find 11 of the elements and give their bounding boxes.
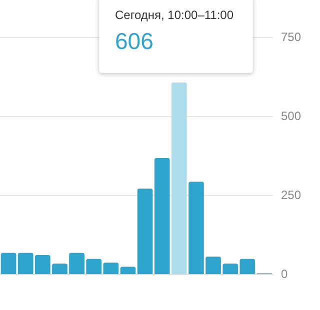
- bar: [171, 82, 187, 274]
- bar: [137, 188, 153, 274]
- annotation: 606: [115, 28, 154, 55]
- bar: [120, 266, 136, 274]
- y-tick-label: 250: [281, 188, 302, 202]
- y-tick-label: 750: [281, 30, 302, 44]
- bar: [154, 158, 170, 274]
- bar: [0, 252, 16, 274]
- y-tick-label: 500: [281, 109, 302, 123]
- tooltip: Сегодня, 10:00–11:00 606: [99, 0, 253, 73]
- y-tick-label: 0: [281, 267, 288, 281]
